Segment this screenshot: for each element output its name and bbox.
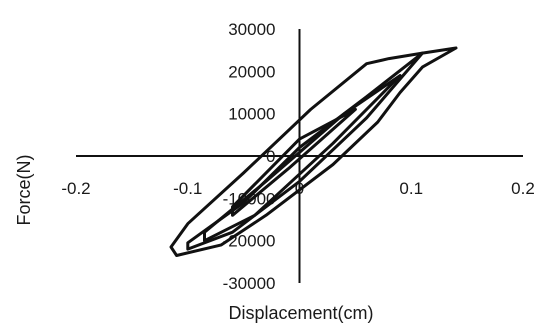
hysteresis-loop-1 xyxy=(169,46,458,257)
x-tick-label: 0.2 xyxy=(511,179,535,198)
y-tick-label: -30000 xyxy=(223,274,276,293)
hysteresis-loop-3 xyxy=(203,74,402,243)
y-tick-label: 0 xyxy=(266,147,275,166)
axes xyxy=(76,29,523,283)
x-tick-label: -0.1 xyxy=(173,179,202,198)
x-tick-label: -0.2 xyxy=(61,179,90,198)
y-tick-label: 10000 xyxy=(228,105,275,124)
hysteresis-loop-2 xyxy=(186,51,424,251)
x-tick-label: 0.1 xyxy=(399,179,423,198)
hysteresis-loop-4 xyxy=(231,107,357,217)
y-axis-title: Force(N) xyxy=(14,155,34,226)
hysteresis-loops xyxy=(169,46,458,257)
y-tick-label: 30000 xyxy=(228,20,275,39)
x-axis-title: Displacement(cm) xyxy=(228,303,373,323)
y-tick-label: 20000 xyxy=(228,62,275,81)
